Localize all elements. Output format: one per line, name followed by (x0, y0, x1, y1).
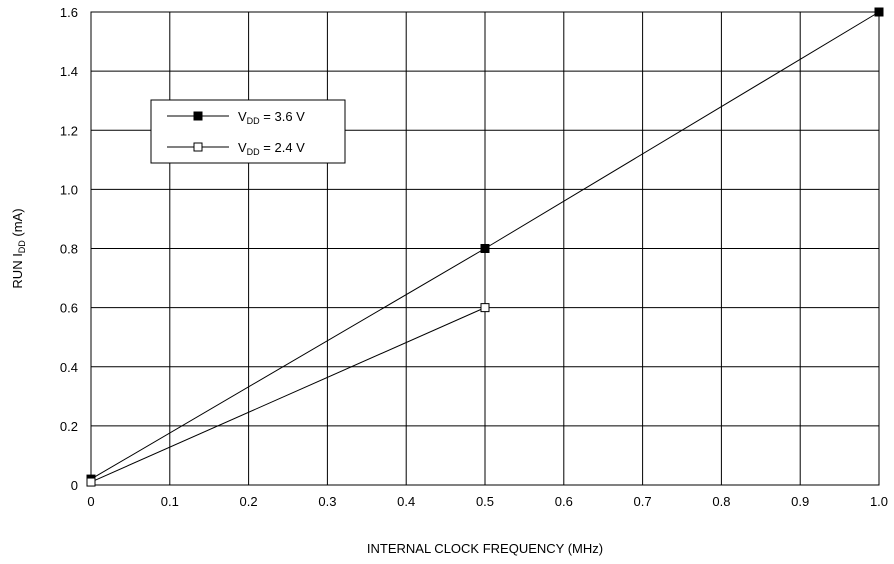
y-axis-label-sub: DD (17, 240, 27, 253)
data-point-series-0 (874, 7, 884, 17)
legend-marker-0 (193, 111, 203, 121)
x-axis-label: INTERNAL CLOCK FREQUENCY (MHz) (367, 541, 603, 556)
y-tick-label: 0.8 (60, 242, 78, 257)
y-tick-label: 1.4 (60, 64, 78, 79)
legend-label-1: VDD = 2.4 V (238, 140, 305, 157)
series-line-1 (90, 307, 486, 483)
x-tick-label: 0.5 (476, 494, 494, 509)
y-axis-label-tail: (mA) (10, 208, 25, 240)
y-tick-labels: 0 0.2 0.4 0.6 0.8 1.0 1.2 1.4 1.6 (60, 5, 78, 493)
legend-label-0: VDD = 3.6 V (238, 109, 305, 126)
data-point-series-0 (480, 244, 490, 253)
x-tick-label: 0.8 (712, 494, 730, 509)
data-point-series-1 (86, 477, 96, 487)
x-tick-label: 0 (87, 494, 94, 509)
x-tick-label: 0.4 (397, 494, 415, 509)
y-tick-label: 1.2 (60, 123, 78, 138)
x-tick-label: 0.2 (240, 494, 258, 509)
y-tick-label: 0 (71, 478, 78, 493)
data-point-series-1 (480, 303, 490, 313)
plot-frame (90, 11, 880, 486)
x-tick-label: 0.9 (791, 494, 809, 509)
x-tick-labels: 0 0.1 0.2 0.3 0.4 0.5 0.6 0.7 0.8 0.9 1.0 (87, 494, 888, 509)
y-axis-label-main: RUN I (10, 253, 25, 288)
y-tick-label: 0.4 (60, 360, 78, 375)
x-tick-label: 0.7 (634, 494, 652, 509)
legend-box (150, 99, 346, 164)
legend: VDD = 3.6 V VDD = 2.4 V (150, 99, 346, 164)
x-tick-label: 0.1 (161, 494, 179, 509)
legend-marker-1 (193, 142, 203, 152)
y-tick-label: 1.0 (60, 182, 78, 197)
x-tick-label: 1.0 (870, 494, 888, 509)
series-layer (86, 7, 884, 487)
y-tick-label: 0.6 (60, 301, 78, 316)
y-tick-label: 0.2 (60, 419, 78, 434)
x-tick-label: 0.6 (555, 494, 573, 509)
x-tick-label: 0.3 (318, 494, 336, 509)
y-tick-label: 1.6 (60, 5, 78, 20)
y-axis-label: RUN IDD (mA) (10, 208, 27, 288)
